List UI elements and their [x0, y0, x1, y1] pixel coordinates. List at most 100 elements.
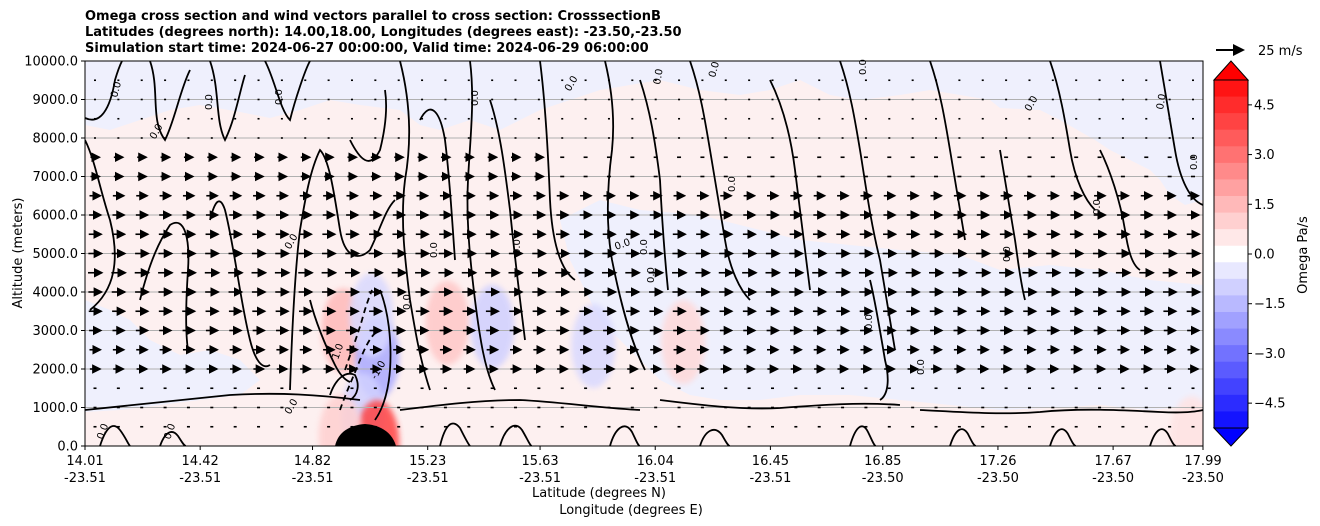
- contour-label: 0.0: [429, 242, 440, 258]
- chart-title-line-3: Simulation start time: 2024-06-27 00:00:…: [85, 41, 649, 56]
- x-tick-label-lon: -23.51: [292, 471, 334, 486]
- contour-label: 0.0: [1155, 93, 1169, 111]
- omega-anomaly: [1169, 396, 1203, 446]
- negative-region-left: [85, 300, 260, 412]
- contour-line: [999, 149, 1026, 301]
- negative-omega-regions: [85, 61, 1203, 412]
- contour-line: [689, 61, 751, 301]
- plot-area: 0.0 0.0 0.0 0.0 0.0 0.0 0.0 0.0 0.0 0.0 …: [84, 59, 1204, 447]
- colorbar-tick-label: −1.5: [1254, 297, 1286, 312]
- y-tick-label: 8000.0: [33, 132, 79, 147]
- x-tick-label-lat: 16.45: [752, 454, 789, 469]
- x-tick-label-lat: 14.82: [294, 454, 331, 469]
- colorbar-segment: [1214, 80, 1248, 98]
- x-tick-label-lat: 14.01: [66, 454, 103, 469]
- colorbar-segment: [1214, 96, 1248, 114]
- x-tick-label-lon: -23.51: [634, 471, 676, 486]
- contour-line: [659, 399, 901, 410]
- contour-label: 0.0: [1092, 199, 1103, 215]
- omega-anomaly: [571, 303, 616, 388]
- wind-vectors: [88, 79, 1202, 428]
- contour-line: [399, 399, 641, 411]
- omega-anomaly: [470, 284, 515, 369]
- contour-line: [489, 99, 526, 341]
- contour-label: 0.0: [470, 90, 481, 106]
- x-tick-label-lon: -23.51: [519, 471, 561, 486]
- y-tick-label: 0.0: [57, 440, 78, 455]
- contour-line: [1049, 61, 1096, 211]
- x-tick-label-lon: -23.50: [1182, 471, 1224, 486]
- contour-line: [149, 61, 191, 142]
- contour-label: 0.0: [916, 359, 927, 375]
- x-tick-label-lat: 16.04: [637, 454, 674, 469]
- contour-line: [85, 61, 123, 121]
- contour-label: 0.0: [727, 176, 738, 192]
- contour-line: [264, 61, 311, 122]
- contour-line: [769, 79, 811, 291]
- colorbar-segment: [1214, 229, 1248, 247]
- x-axis-label-latitude: Latitude (degrees N): [532, 486, 666, 501]
- contour-line: [869, 279, 889, 401]
- quiver-key-label: 25 m/s: [1258, 44, 1303, 59]
- x-tick-label-lat: 14.42: [182, 454, 219, 469]
- contour-label: 0.0: [639, 239, 650, 255]
- strong-omega-core: [335, 424, 396, 446]
- colorbar-segment: [1214, 378, 1248, 396]
- contour-label: 0.0: [402, 294, 413, 310]
- colorbar: 4.5 3.0 1.5 0.0 −1.5 −3.0 −4.5: [1212, 60, 1286, 447]
- contour-line: [949, 428, 977, 446]
- contour-line: [919, 408, 1203, 415]
- x-tick-label-lon: -23.50: [977, 471, 1019, 486]
- y-tick-label: 3000.0: [33, 324, 79, 339]
- colorbar-extend-max: [1212, 60, 1250, 81]
- colorbar-tick-label: −3.0: [1254, 347, 1286, 362]
- y-tick-label: 10000.0: [24, 55, 78, 70]
- y-tick-label: 1000.0: [33, 401, 79, 416]
- x-tick-label-lat: 17.26: [979, 454, 1016, 469]
- contour-label: 0.0: [95, 422, 111, 441]
- colorbar-segment: [1214, 312, 1248, 330]
- contour-line: [499, 424, 533, 446]
- colorbar-segment: [1214, 394, 1248, 412]
- x-tick-label-lon: -23.51: [64, 471, 106, 486]
- contour-line: [849, 425, 877, 446]
- colorbar-segment: [1214, 196, 1248, 214]
- contour-line: [539, 61, 576, 281]
- x-tick-label-lon: -23.51: [749, 471, 791, 486]
- contour-line: [609, 425, 641, 446]
- contour-line: [839, 61, 896, 351]
- contour-line: [699, 428, 731, 446]
- contour-line: [439, 422, 471, 446]
- contour-label: 0.0: [646, 267, 657, 283]
- contour-line: [209, 61, 246, 143]
- colorbar-tick-label: 1.5: [1254, 198, 1275, 213]
- y-axis-label: Altitude (meters): [11, 198, 26, 309]
- contour-label: 0.0: [858, 59, 869, 75]
- colorbar-tick-label: 0.0: [1254, 248, 1275, 263]
- colorbar-tick-label: −4.5: [1254, 397, 1286, 412]
- contour-line: [419, 108, 456, 261]
- omega-anomaly: [661, 300, 706, 385]
- contour-line: [344, 289, 373, 371]
- contour-label: 0.0: [109, 81, 124, 99]
- chart-title-line-2: Latitudes (degrees north): 14.00,18.00, …: [85, 25, 682, 40]
- omega-anomaly: [425, 280, 470, 365]
- contour-label: 0.0: [707, 61, 722, 79]
- y-tick-label: 7000.0: [33, 170, 79, 185]
- y-tick-label: 6000.0: [33, 209, 79, 224]
- contour-line: [1049, 428, 1077, 446]
- contour-line: [639, 79, 669, 291]
- chart-title-line-1: Omega cross section and wind vectors par…: [85, 9, 661, 24]
- y-tick-label: 4000.0: [33, 286, 79, 301]
- negative-region-upper: [85, 61, 1203, 205]
- contour-label: 0.0: [864, 314, 875, 330]
- colorbar-extend-min: [1212, 427, 1250, 447]
- x-tick-label-lon: -23.51: [179, 471, 221, 486]
- colorbar-segment: [1214, 345, 1248, 363]
- x-tick-label-lon: -23.50: [1092, 471, 1134, 486]
- y-tick-label: 5000.0: [33, 247, 79, 262]
- colorbar-segment: [1214, 129, 1248, 147]
- contour-label: 0.0: [274, 89, 285, 105]
- colorbar-segment: [1214, 146, 1248, 164]
